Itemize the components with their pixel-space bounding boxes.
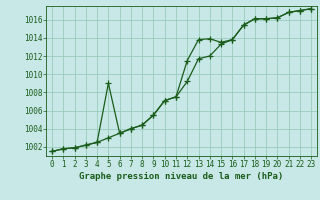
X-axis label: Graphe pression niveau de la mer (hPa): Graphe pression niveau de la mer (hPa) <box>79 172 284 181</box>
